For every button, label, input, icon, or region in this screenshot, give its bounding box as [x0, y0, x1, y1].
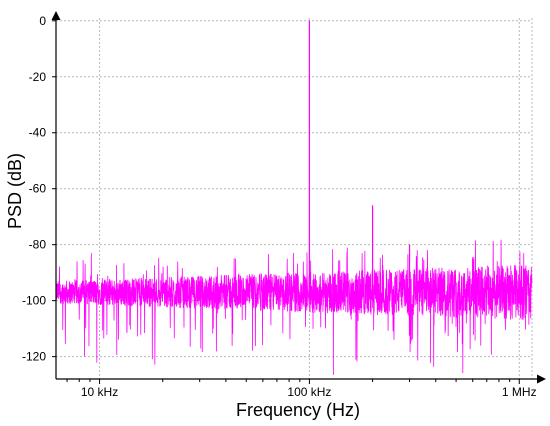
x-axis-title: Frequency (Hz)	[236, 400, 360, 420]
y-tick-label: -120	[22, 350, 46, 364]
x-tick-label: 1 MHz	[502, 385, 537, 399]
y-tick-label: -40	[29, 126, 47, 140]
y-tick-label: -100	[22, 294, 46, 308]
x-tick-label: 100 kHz	[287, 385, 331, 399]
tick-labels: 0 -20 -40 -60 -80 -100 -120 10 kHz 100 kHz 1 MHz	[22, 14, 537, 399]
grid	[56, 18, 533, 379]
x-axis-arrow	[537, 374, 546, 384]
x-tick-label: 10 kHz	[81, 385, 118, 399]
psd-series-line	[55, 20, 533, 376]
y-tick-label: -60	[29, 182, 47, 196]
y-tick-label: -20	[29, 70, 47, 84]
y-axis-arrow	[51, 11, 61, 20]
axes	[51, 11, 546, 384]
y-tick-label: 0	[39, 14, 46, 28]
y-tick-label: -80	[29, 238, 47, 252]
y-axis-title: PSD (dB)	[5, 153, 25, 229]
series-layer	[55, 20, 533, 376]
